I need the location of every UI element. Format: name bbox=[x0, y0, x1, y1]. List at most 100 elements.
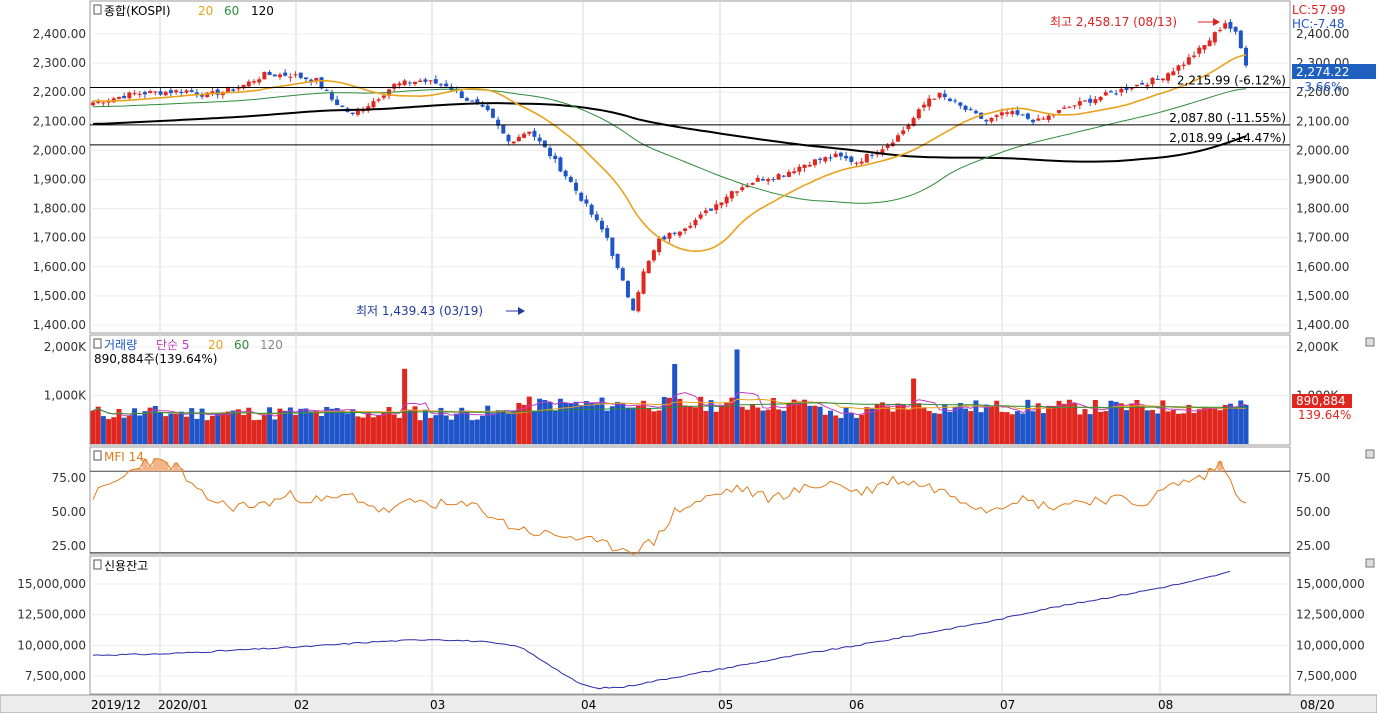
volume-bar bbox=[724, 402, 730, 444]
main-y-tick-right: 1,900.00 bbox=[1296, 173, 1349, 187]
volume-bar bbox=[822, 414, 828, 444]
volume-bar bbox=[796, 401, 802, 444]
candle-body bbox=[1223, 23, 1228, 29]
candle-body bbox=[906, 124, 911, 130]
candle-body bbox=[636, 292, 641, 312]
volume-bar bbox=[511, 410, 517, 444]
volume-bar bbox=[1108, 400, 1114, 444]
volume-bar bbox=[1025, 399, 1031, 444]
low-annotation: 최저 1,439.43 (03/19) bbox=[356, 304, 483, 318]
volume-bar bbox=[1139, 406, 1145, 444]
candle-body bbox=[558, 157, 563, 172]
volume-bar bbox=[760, 410, 766, 444]
candle-body bbox=[833, 153, 838, 158]
candle-body bbox=[1088, 98, 1093, 103]
volume-bar bbox=[1113, 401, 1119, 444]
candle-body bbox=[371, 101, 376, 108]
volume-bar bbox=[635, 405, 641, 444]
volume-bar bbox=[365, 412, 371, 444]
ma20-line bbox=[93, 54, 1247, 253]
candle-body bbox=[475, 99, 480, 104]
main-legend-box-icon[interactable] bbox=[93, 4, 102, 15]
main-y-tick-left: 2,300.00 bbox=[33, 56, 86, 70]
credit-y-tick-left: 12,500,000 bbox=[17, 608, 86, 622]
volume-bar bbox=[1150, 409, 1156, 444]
volume-panel-menu-icon[interactable] bbox=[1365, 337, 1375, 347]
candle-body bbox=[132, 93, 137, 95]
mfi-legend-box-icon[interactable] bbox=[93, 450, 102, 461]
volume-legend: 거래량 단순 5 20 60 120 890,884주(139.64%) bbox=[93, 338, 283, 366]
volume-bar bbox=[126, 415, 132, 444]
candle-body bbox=[1129, 88, 1134, 90]
candle-body bbox=[1202, 45, 1207, 50]
candle-body bbox=[116, 96, 121, 99]
volume-bar bbox=[905, 409, 911, 444]
main-y-tick-right: 1,800.00 bbox=[1296, 202, 1349, 216]
candle-body bbox=[1057, 110, 1062, 113]
candle-body bbox=[1077, 101, 1082, 106]
volume-bar bbox=[189, 408, 195, 444]
volume-bar bbox=[978, 412, 984, 444]
volume-bar bbox=[620, 403, 626, 444]
volume-bar bbox=[1124, 410, 1130, 444]
candle-body bbox=[792, 171, 797, 174]
main-y-tick-right: 1,600.00 bbox=[1296, 260, 1349, 274]
x-axis-label: 02 bbox=[294, 698, 309, 712]
credit-y-tick-left: 7,500,000 bbox=[25, 669, 86, 683]
mfi-panel-menu-icon[interactable] bbox=[1365, 449, 1375, 459]
volume-ma60-legend: 60 bbox=[234, 338, 249, 352]
ma120-line bbox=[92, 102, 1247, 163]
candle-body bbox=[667, 232, 672, 239]
volume-bar bbox=[568, 403, 574, 444]
volume-bar bbox=[1087, 414, 1093, 444]
volume-bar bbox=[448, 419, 454, 444]
volume-bar bbox=[968, 411, 974, 444]
candle-body bbox=[1134, 84, 1139, 87]
volume-bar bbox=[1170, 410, 1176, 444]
volume-bar bbox=[90, 410, 96, 444]
volume-bar bbox=[422, 409, 428, 444]
candle-body bbox=[610, 237, 615, 256]
candle-body bbox=[215, 89, 220, 95]
volume-bar bbox=[152, 405, 158, 444]
volume-bar bbox=[163, 416, 169, 444]
volume-bar bbox=[412, 406, 418, 444]
candle-body bbox=[137, 93, 142, 95]
candle-body bbox=[714, 204, 719, 211]
candle-body bbox=[750, 183, 755, 185]
mfi-y-tick-left: 50.00 bbox=[52, 505, 86, 519]
x-axis-right-label: 08/20 bbox=[1300, 698, 1335, 712]
credit-panel-menu-icon[interactable] bbox=[1365, 558, 1375, 568]
volume-bar bbox=[438, 407, 444, 444]
volume-bar bbox=[178, 411, 184, 444]
volume-panel-frame bbox=[89, 334, 1291, 446]
volume-bar bbox=[1118, 403, 1124, 444]
volume-bar bbox=[646, 408, 652, 444]
candle-body bbox=[1192, 55, 1197, 57]
candle-body bbox=[1114, 93, 1119, 95]
volume-bar bbox=[885, 406, 891, 444]
main-panel-frame bbox=[89, 0, 1291, 334]
candle-body bbox=[303, 77, 308, 80]
credit-y-tick-right: 7,500,000 bbox=[1296, 669, 1357, 683]
candle-body bbox=[973, 110, 978, 114]
volume-bar bbox=[983, 404, 989, 444]
candle-body bbox=[1046, 115, 1051, 120]
volume-bar bbox=[1098, 411, 1104, 444]
candle-body bbox=[506, 134, 511, 142]
volume-bar bbox=[1035, 403, 1041, 444]
volume-bar bbox=[718, 406, 724, 444]
volume-bar bbox=[1155, 413, 1161, 444]
candle-body bbox=[355, 110, 360, 115]
candle-body bbox=[615, 253, 620, 269]
volume-info: 890,884주(139.64%) bbox=[94, 352, 217, 366]
credit-y-tick-left: 15,000,000 bbox=[17, 577, 86, 591]
volume-ma-title: 단순 5 bbox=[156, 338, 190, 352]
candle-body bbox=[646, 260, 651, 274]
volume-legend-box-icon[interactable] bbox=[93, 338, 102, 349]
candle-body bbox=[771, 178, 776, 180]
volume-bar bbox=[355, 416, 361, 444]
candle-body bbox=[459, 91, 464, 98]
volume-bar bbox=[755, 407, 761, 444]
credit-legend-box-icon[interactable] bbox=[93, 559, 102, 570]
